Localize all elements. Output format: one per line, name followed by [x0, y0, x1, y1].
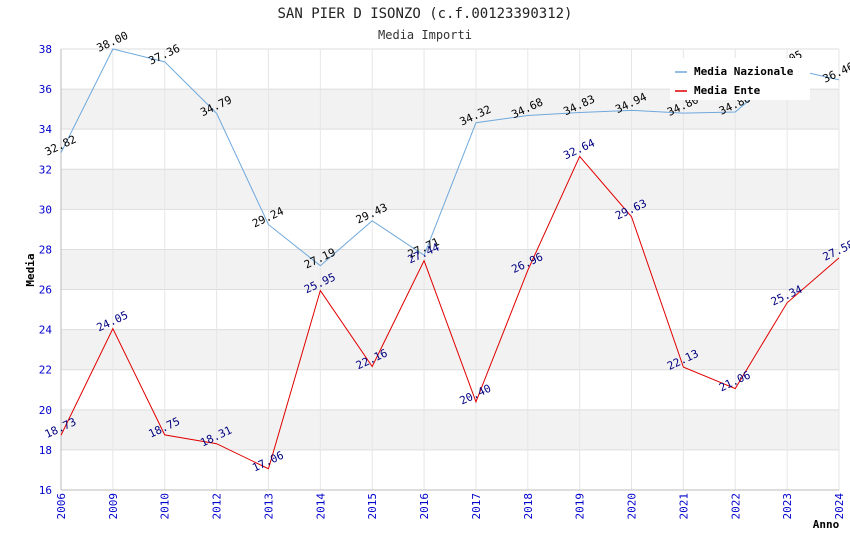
x-tick-label: 2022	[729, 493, 742, 520]
x-tick-label: 2020	[626, 493, 639, 520]
legend-label-media-ente: Media Ente	[694, 84, 761, 97]
y-tick-label: 28	[39, 243, 52, 256]
y-tick-label: 16	[39, 484, 52, 497]
legend-label-media-nazionale: Media Nazionale	[694, 65, 794, 78]
series-line-media-nazionale	[60, 48, 840, 267]
y-axis-label: Media	[24, 253, 37, 286]
y-tick-label: 22	[39, 364, 52, 377]
y-tick-label: 24	[39, 324, 53, 337]
x-tick-label: 2016	[418, 493, 431, 520]
y-tick-label: 36	[39, 83, 52, 96]
y-tick-label: 20	[39, 404, 52, 417]
y-tick-label: 30	[39, 203, 52, 216]
data-label-media-nazionale: 36.46	[821, 60, 850, 86]
x-tick-labels: 2006 2009 2010 2012 2013 2014 2015 2016 2017 2018…	[55, 493, 846, 520]
x-tick-label: 2013	[262, 493, 275, 520]
x-tick-label: 2012	[211, 493, 224, 520]
x-tick-label: 2010	[159, 493, 172, 520]
grid-bands	[61, 89, 839, 450]
chart-subtitle: Media Importi	[378, 28, 472, 42]
y-tick-labels: 16 18 20 22 24 26 28 30 32 34 36 38	[39, 43, 53, 497]
y-tick-label: 38	[39, 43, 52, 56]
x-tick-label: 2018	[522, 493, 535, 520]
grid-lines	[60, 48, 840, 491]
x-tick-label: 2023	[781, 493, 794, 520]
x-tick-label: 2019	[574, 493, 587, 520]
y-tick-label: 26	[39, 284, 52, 297]
grid-band	[61, 249, 839, 290]
x-tick-label: 2021	[677, 493, 690, 520]
x-tick-label: 2017	[470, 493, 483, 520]
chart-title: SAN PIER D ISONZO (c.f.00123390312)	[277, 6, 572, 22]
x-tick-label: 2024	[833, 493, 846, 520]
x-axis-label: Anno	[813, 518, 840, 531]
x-tick-label: 2015	[366, 493, 379, 520]
legend-box	[670, 58, 810, 100]
y-tick-label: 18	[39, 444, 52, 457]
legend: Media Nazionale Media Ente	[670, 58, 810, 100]
x-tick-label: 2014	[314, 493, 327, 520]
grid-band	[61, 409, 839, 450]
x-tick-label: 2009	[107, 493, 120, 520]
y-tick-label: 32	[39, 163, 52, 176]
grid-band	[61, 329, 839, 370]
series-line-media-ente	[60, 155, 840, 470]
x-tick-label: 2006	[55, 493, 68, 520]
y-tick-label: 34	[39, 123, 53, 136]
